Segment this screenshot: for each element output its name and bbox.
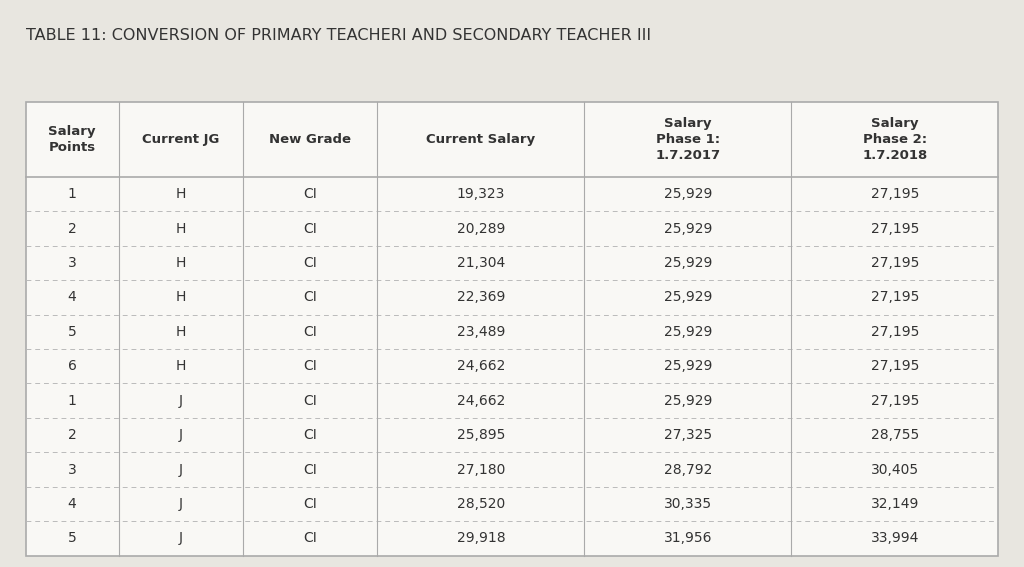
Text: 6: 6	[68, 359, 77, 373]
Text: H: H	[176, 359, 186, 373]
Text: 27,195: 27,195	[870, 290, 920, 304]
Text: 32,149: 32,149	[870, 497, 920, 511]
Text: 25,929: 25,929	[664, 393, 712, 408]
Text: 29,918: 29,918	[457, 531, 505, 545]
Text: 2: 2	[68, 428, 77, 442]
Text: 30,405: 30,405	[870, 463, 919, 477]
Text: CI: CI	[303, 428, 317, 442]
Text: 25,929: 25,929	[664, 359, 712, 373]
Text: 27,195: 27,195	[870, 359, 920, 373]
Text: 19,323: 19,323	[457, 187, 505, 201]
Text: Salary
Phase 2:
1.7.2018: Salary Phase 2: 1.7.2018	[862, 117, 928, 162]
Text: 24,662: 24,662	[457, 393, 505, 408]
Text: H: H	[176, 290, 186, 304]
Text: 27,195: 27,195	[870, 187, 920, 201]
Text: 4: 4	[68, 497, 77, 511]
Text: CI: CI	[303, 187, 317, 201]
Text: 33,994: 33,994	[870, 531, 920, 545]
Text: Current Salary: Current Salary	[426, 133, 536, 146]
Text: J: J	[179, 463, 183, 477]
Text: 27,195: 27,195	[870, 325, 920, 339]
Text: J: J	[179, 428, 183, 442]
Text: 25,929: 25,929	[664, 290, 712, 304]
Text: 20,289: 20,289	[457, 222, 505, 235]
Text: 1: 1	[68, 393, 77, 408]
Text: 28,520: 28,520	[457, 497, 505, 511]
Text: 3: 3	[68, 256, 77, 270]
Text: TABLE 11: CONVERSION OF PRIMARY TEACHERI AND SECONDARY TEACHER III: TABLE 11: CONVERSION OF PRIMARY TEACHERI…	[26, 28, 650, 43]
Text: J: J	[179, 497, 183, 511]
Text: H: H	[176, 187, 186, 201]
Text: CI: CI	[303, 325, 317, 339]
Text: J: J	[179, 393, 183, 408]
Text: 24,662: 24,662	[457, 359, 505, 373]
Text: 1: 1	[68, 187, 77, 201]
Text: 27,195: 27,195	[870, 256, 920, 270]
Text: 25,929: 25,929	[664, 256, 712, 270]
Text: CI: CI	[303, 531, 317, 545]
Text: Salary
Points: Salary Points	[48, 125, 96, 154]
Text: 22,369: 22,369	[457, 290, 505, 304]
Text: H: H	[176, 325, 186, 339]
Text: 27,180: 27,180	[457, 463, 505, 477]
Text: CI: CI	[303, 256, 317, 270]
Text: 27,195: 27,195	[870, 222, 920, 235]
Text: 28,755: 28,755	[870, 428, 919, 442]
Text: 31,956: 31,956	[664, 531, 712, 545]
Text: H: H	[176, 222, 186, 235]
Text: 25,929: 25,929	[664, 222, 712, 235]
Bar	[26, 102, 998, 556]
Text: 5: 5	[68, 531, 77, 545]
Text: 28,792: 28,792	[664, 463, 712, 477]
Text: 27,195: 27,195	[870, 393, 920, 408]
Text: 30,335: 30,335	[664, 497, 712, 511]
Text: New Grade: New Grade	[269, 133, 351, 146]
Text: CI: CI	[303, 222, 317, 235]
Text: 25,929: 25,929	[664, 325, 712, 339]
Text: 4: 4	[68, 290, 77, 304]
Text: CI: CI	[303, 463, 317, 477]
Text: CI: CI	[303, 393, 317, 408]
Text: 2: 2	[68, 222, 77, 235]
Text: CI: CI	[303, 290, 317, 304]
Text: 3: 3	[68, 463, 77, 477]
Text: CI: CI	[303, 359, 317, 373]
Text: 25,929: 25,929	[664, 187, 712, 201]
Text: Salary
Phase 1:
1.7.2017: Salary Phase 1: 1.7.2017	[655, 117, 721, 162]
Text: H: H	[176, 256, 186, 270]
Text: Current JG: Current JG	[142, 133, 219, 146]
Text: 5: 5	[68, 325, 77, 339]
Text: 23,489: 23,489	[457, 325, 505, 339]
Text: 21,304: 21,304	[457, 256, 505, 270]
Text: 25,895: 25,895	[457, 428, 505, 442]
Text: CI: CI	[303, 497, 317, 511]
Text: 27,325: 27,325	[664, 428, 712, 442]
Text: J: J	[179, 531, 183, 545]
